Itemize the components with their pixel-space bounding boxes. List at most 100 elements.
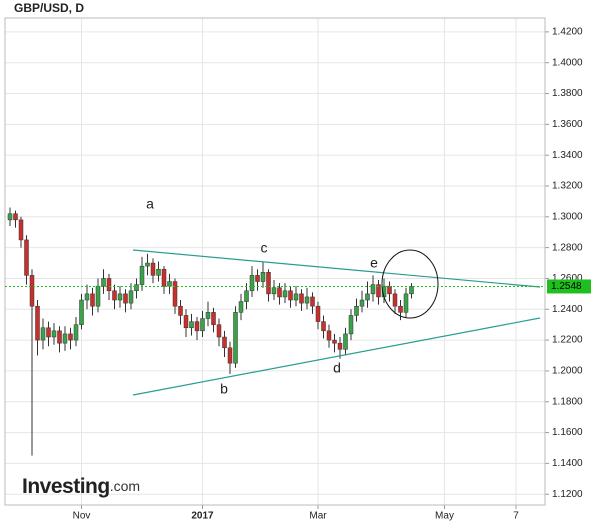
candle-body: [233, 312, 238, 364]
wave-label: b: [220, 381, 228, 397]
candle-body: [200, 318, 205, 332]
y-tick-label: 1.1800: [552, 396, 583, 407]
candle-body: [398, 305, 403, 313]
candle-body: [260, 272, 266, 282]
candle-body: [205, 312, 211, 319]
candle-body: [348, 315, 354, 335]
grid: 1.1200 1.1400 1.1600 1.1800 1.2000 1.2200 1.24…: [5, 18, 583, 522]
candle-body: [73, 324, 79, 341]
candle-body: [310, 296, 315, 307]
y-tick-label: 1.2000: [552, 366, 583, 377]
candle-body: [51, 330, 57, 338]
candle-body: [222, 336, 227, 349]
candle-body: [288, 290, 293, 301]
candle-body: [216, 324, 222, 338]
wave-label: c: [261, 240, 268, 256]
candle-body: [255, 275, 260, 282]
x-tick-label: May: [435, 511, 454, 522]
candle-body: [134, 284, 139, 292]
candle-body: [150, 262, 156, 276]
candle-body: [321, 321, 326, 332]
candle-body: [68, 333, 73, 341]
candle-body: [409, 286, 414, 295]
candle-body: [293, 293, 299, 301]
wave-label: d: [333, 360, 341, 376]
candles: [7, 207, 414, 456]
candle-body: [13, 213, 18, 221]
candle-body: [227, 347, 233, 364]
candle-body: [167, 281, 172, 287]
x-tick-label: Nov: [73, 511, 91, 522]
y-tick-label: 1.1600: [552, 427, 583, 438]
candle-body: [332, 339, 337, 344]
y-tick-label: 1.1400: [552, 458, 583, 469]
y-tick-label: 1.3400: [552, 150, 583, 161]
x-tick-label: 7: [513, 511, 519, 522]
candle-body: [238, 301, 244, 313]
candle-body: [244, 290, 249, 302]
y-tick-label: 1.1200: [552, 489, 583, 500]
candle-body: [403, 293, 409, 313]
candle-body: [7, 213, 13, 221]
candle-body: [156, 268, 161, 276]
candle-body: [62, 333, 68, 344]
candle-body: [315, 305, 321, 322]
logo-brand: Investing: [22, 475, 110, 498]
candle-body: [123, 293, 128, 304]
x-tick-label: 2017: [191, 511, 214, 522]
candle-body: [183, 315, 189, 329]
candle-body: [79, 299, 84, 325]
candle-body: [277, 287, 282, 298]
candle-body: [117, 293, 123, 301]
candle-body: [29, 275, 35, 307]
candle-body: [392, 293, 398, 307]
y-tick-label: 1.3800: [552, 88, 583, 99]
overlay: a b c d e 1.2548: [5, 196, 591, 397]
y-tick-label: 1.4200: [552, 27, 583, 38]
candle-body: [189, 321, 194, 329]
candle-body: [139, 265, 145, 285]
y-tick-label: 1.2600: [552, 273, 583, 284]
candle-body: [365, 293, 370, 301]
candle-body: [90, 293, 95, 307]
plot-frame: [4, 17, 546, 506]
highlight-circle: [381, 249, 439, 319]
y-tick-label: 1.2200: [552, 335, 583, 346]
candle-body: [57, 330, 62, 344]
candle-body: [282, 290, 288, 298]
candle-body: [359, 299, 365, 307]
y-tick-label: 1.2400: [552, 304, 583, 315]
candle-body: [337, 342, 343, 350]
candle-body: [343, 333, 348, 350]
logo-suffix: .com: [110, 478, 140, 494]
candle-body: [172, 281, 178, 307]
candle-body: [194, 321, 200, 332]
candle-body: [35, 305, 40, 341]
y-tick-label: 1.4000: [552, 57, 583, 68]
wave-label: a: [146, 196, 154, 212]
candle-body: [354, 305, 359, 316]
candle-body: [161, 268, 167, 287]
price-label: 1.2548: [551, 281, 582, 292]
trendline-lower: [132, 317, 541, 396]
candle-body: [266, 272, 271, 295]
candle-body: [24, 239, 29, 276]
candle-body: [145, 262, 150, 267]
candle-body: [304, 296, 310, 304]
candle-body: [112, 290, 117, 301]
candle-body: [106, 278, 112, 292]
candle-body: [128, 290, 134, 304]
candle-body: [46, 327, 51, 338]
trendline-upper: [132, 249, 541, 288]
y-tick-label: 1.3200: [552, 181, 583, 192]
candle-body: [18, 219, 24, 241]
candle-body: [271, 287, 277, 295]
candle-body: [95, 285, 101, 307]
chart-title: GBP/USD, D: [14, 1, 84, 15]
price-label-box: [547, 279, 591, 294]
logo: Investing.com: [22, 475, 140, 498]
y-tick-label: 1.2800: [552, 242, 583, 253]
candle-body: [376, 284, 381, 298]
